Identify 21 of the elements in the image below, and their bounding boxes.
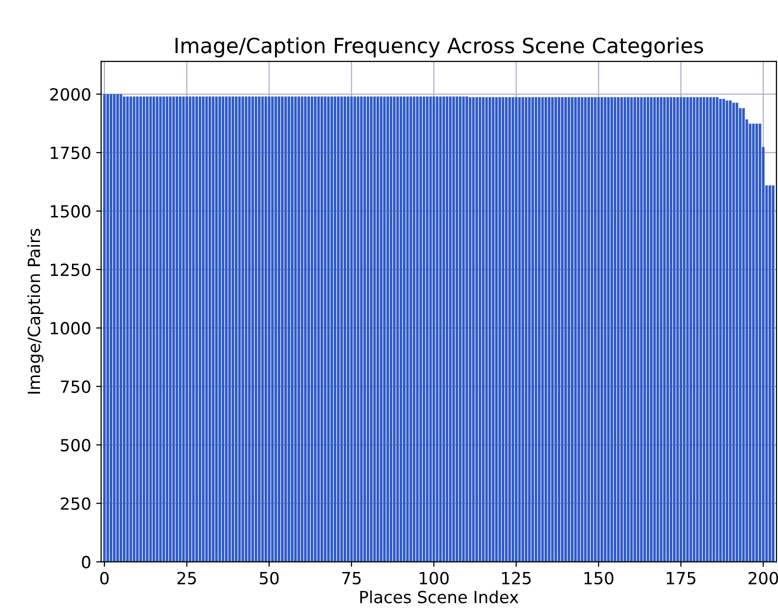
y-tick-label: 1000 <box>50 322 90 335</box>
y-tick-label: 0 <box>82 556 90 568</box>
x-tick-label: 100 <box>420 572 449 584</box>
x-axis-title: Places Scene Index <box>360 590 518 604</box>
y-tick-label: 500 <box>60 438 90 452</box>
x-tick-label: 150 <box>584 572 614 584</box>
y-tick-label: 250 <box>60 497 90 510</box>
chart-title: Image/Caption Frequency Across Scene Categories <box>176 37 704 58</box>
x-tick-label: 200 <box>748 572 778 584</box>
y-tick-label: 750 <box>60 380 90 393</box>
y-tick-label: 1250 <box>50 263 90 276</box>
x-tick-label: 25 <box>177 572 196 584</box>
x-tick-label: 0 <box>100 572 109 584</box>
y-axis-title: Image/Caption Pairs <box>27 228 44 394</box>
x-tick-label: 175 <box>666 572 696 584</box>
y-tick-label: 1500 <box>50 205 90 218</box>
x-tick-label: 125 <box>502 572 531 584</box>
y-tick-label: 1750 <box>50 146 90 160</box>
x-tick-label: 75 <box>342 572 361 584</box>
x-tick-label: 50 <box>260 572 279 584</box>
y-tick-label: 2000 <box>50 88 90 101</box>
